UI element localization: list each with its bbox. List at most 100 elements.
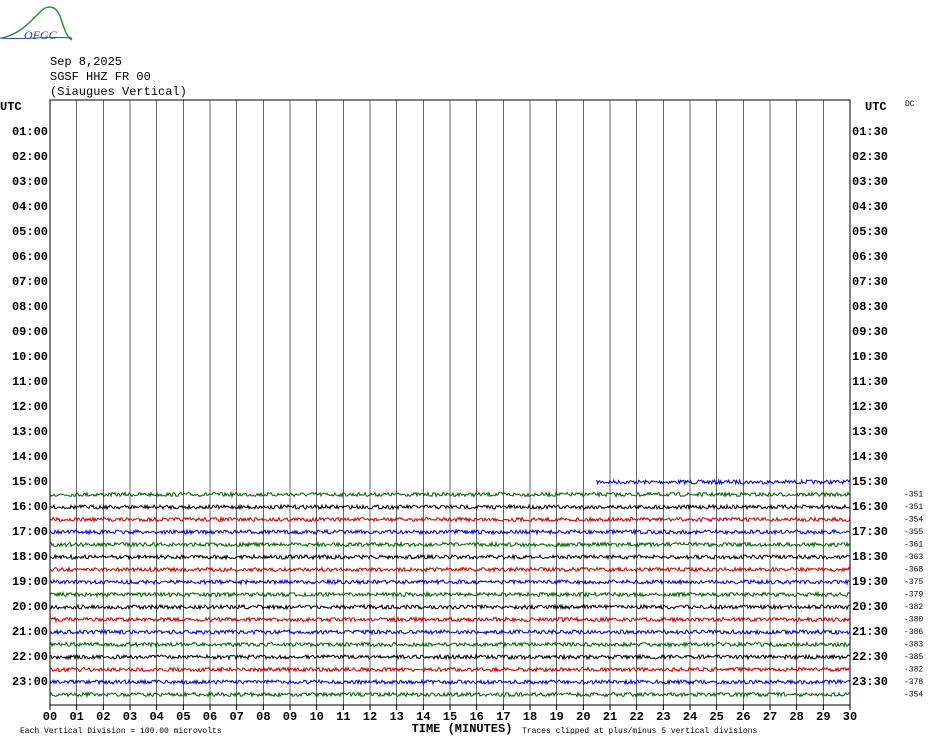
row-label-right: 12:30 [852, 400, 888, 414]
x-tick-label: 18 [523, 710, 537, 724]
x-tick-label: 00 [43, 710, 57, 724]
x-tick-label: 25 [709, 710, 723, 724]
logo: OFGC [0, 6, 73, 42]
x-tick-label: 02 [96, 710, 110, 724]
x-tick-label: 13 [389, 710, 403, 724]
row-label-right: 18:30 [852, 550, 888, 564]
date: Sep 8,2025 [50, 55, 122, 69]
dc-offset: -351 [904, 503, 923, 512]
dc-offset: -386 [904, 628, 923, 637]
trace [49, 690, 851, 699]
row-label-right: 13:30 [852, 425, 888, 439]
dc-offset: -361 [904, 541, 923, 550]
row-label-right: 01:30 [852, 125, 888, 139]
x-tick-label: 03 [123, 710, 137, 724]
dc-offset: -382 [904, 666, 923, 675]
row-label-left: 10:00 [12, 350, 48, 364]
row-label-left: 01:00 [12, 125, 48, 139]
row-label-right: 05:30 [852, 225, 888, 239]
trace [49, 640, 851, 649]
row-label-right: 08:30 [852, 300, 888, 314]
x-tick-label: 17 [496, 710, 510, 724]
x-tick-label: 30 [843, 710, 857, 724]
trace [49, 665, 851, 674]
dc-offset: -380 [904, 616, 923, 625]
row-label-right: 02:30 [852, 150, 888, 164]
x-tick-label: 24 [683, 710, 697, 724]
x-tick-label: 07 [229, 710, 243, 724]
x-tick-label: 01 [69, 710, 83, 724]
row-label-right: 03:30 [852, 175, 888, 189]
trace [49, 565, 851, 574]
row-label-left: 06:00 [12, 250, 48, 264]
trace [49, 515, 851, 524]
trace [49, 490, 851, 499]
row-label-left: 18:00 [12, 550, 48, 564]
trace [49, 615, 851, 624]
footer-right: Traces clipped at plus/minus 5 vertical … [522, 727, 757, 736]
row-label-left: 04:00 [12, 200, 48, 214]
dc-offset: -368 [904, 566, 923, 575]
dc-offset: -379 [904, 591, 923, 600]
trace [49, 590, 851, 599]
row-label-left: 22:00 [12, 650, 48, 664]
x-tick-label: 23 [656, 710, 670, 724]
trace [49, 553, 851, 561]
x-tick-label: 21 [603, 710, 617, 724]
station: SGSF HHZ FR 00 [50, 70, 151, 84]
row-label-left: 11:00 [12, 375, 48, 389]
x-tick-label: 04 [149, 710, 163, 724]
footer-left: Each Vertical Division = 100.00 microvol… [20, 727, 222, 736]
row-label-right: 07:30 [852, 275, 888, 289]
row-label-left: 13:00 [12, 425, 48, 439]
x-tick-label: 27 [763, 710, 777, 724]
dc-offset: -351 [904, 491, 923, 500]
row-label-right: 14:30 [852, 450, 888, 464]
x-tick-label: 15 [443, 710, 457, 724]
row-label-right: 04:30 [852, 200, 888, 214]
x-tick-label: 12 [363, 710, 377, 724]
dc-offset: -363 [904, 553, 923, 562]
row-label-left: 17:00 [12, 525, 48, 539]
row-label-right: 06:30 [852, 250, 888, 264]
dc-offset: -383 [904, 641, 923, 650]
row-label-left: 23:00 [12, 675, 48, 689]
trace [49, 628, 851, 636]
row-label-right: 16:30 [852, 500, 888, 514]
row-label-right: 23:30 [852, 675, 888, 689]
row-label-left: 05:00 [12, 225, 48, 239]
row-label-left: 15:00 [12, 475, 48, 489]
x-tick-label: 26 [736, 710, 750, 724]
dc-offset: -354 [904, 516, 923, 525]
row-label-left: 14:00 [12, 450, 48, 464]
trace [49, 578, 851, 586]
row-label-right: 09:30 [852, 325, 888, 339]
dc-offset: -354 [904, 691, 923, 700]
dc-header: DC [905, 100, 915, 109]
x-tick-label: 29 [816, 710, 830, 724]
row-label-left: 19:00 [12, 575, 48, 589]
trace [49, 528, 851, 536]
dc-offset: -382 [904, 603, 923, 612]
x-tick-label: 09 [283, 710, 297, 724]
row-label-left: 03:00 [12, 175, 48, 189]
x-tick-label: 20 [576, 710, 590, 724]
x-tick-label: 28 [789, 710, 803, 724]
row-label-left: 12:00 [12, 400, 48, 414]
location: (Siaugues Vertical) [50, 85, 187, 99]
row-label-right: 10:30 [852, 350, 888, 364]
row-label-right: 19:30 [852, 575, 888, 589]
dc-offset: -355 [904, 528, 923, 537]
row-label-left: 16:00 [12, 500, 48, 514]
row-label-left: 20:00 [12, 600, 48, 614]
row-label-left: UTC [0, 100, 22, 114]
trace [49, 653, 851, 661]
trace [49, 678, 851, 686]
row-label-right: 17:30 [852, 525, 888, 539]
row-label-left: 02:00 [12, 150, 48, 164]
row-label-right: 22:30 [852, 650, 888, 664]
trace [596, 478, 851, 486]
row-label-left: 07:00 [12, 275, 48, 289]
x-tick-label: 11 [336, 710, 350, 724]
